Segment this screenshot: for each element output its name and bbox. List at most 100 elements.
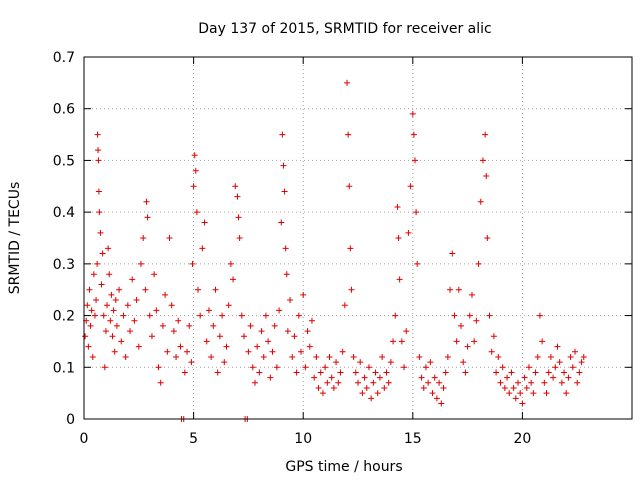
data-point xyxy=(508,369,515,376)
data-point xyxy=(269,348,276,355)
data-point xyxy=(499,364,506,371)
data-point xyxy=(556,359,563,366)
data-point xyxy=(289,353,296,360)
data-point xyxy=(449,250,456,257)
data-point xyxy=(208,353,215,360)
data-point xyxy=(188,359,195,366)
data-point xyxy=(543,390,550,397)
data-point xyxy=(475,260,482,267)
y-tick-label: 0.3 xyxy=(53,257,75,273)
data-point xyxy=(133,297,140,304)
data-point xyxy=(298,348,305,355)
data-point xyxy=(431,374,438,381)
data-point xyxy=(90,271,97,278)
data-point xyxy=(572,348,579,355)
y-tick-label: 0 xyxy=(66,412,75,428)
data-point xyxy=(515,379,522,386)
y-tick-label: 0.5 xyxy=(53,153,75,169)
y-tick-label: 0.7 xyxy=(53,50,75,66)
data-point xyxy=(350,353,357,360)
data-point xyxy=(482,131,489,138)
data-point xyxy=(473,317,480,324)
data-point xyxy=(194,286,201,293)
data-point xyxy=(276,307,283,314)
data-point xyxy=(116,286,123,293)
data-point xyxy=(401,364,408,371)
data-point xyxy=(438,400,445,407)
data-point xyxy=(363,384,370,391)
data-point xyxy=(471,338,478,345)
data-point xyxy=(569,364,576,371)
data-point xyxy=(199,245,206,252)
data-point xyxy=(267,374,274,381)
data-point xyxy=(547,353,554,360)
data-point xyxy=(501,384,508,391)
data-point xyxy=(578,359,585,366)
data-point xyxy=(201,219,208,226)
data-point xyxy=(347,245,354,252)
data-point xyxy=(563,390,570,397)
data-point xyxy=(245,348,252,355)
data-point xyxy=(306,343,313,350)
data-point xyxy=(359,390,366,397)
data-point xyxy=(519,400,526,407)
data-point xyxy=(96,209,103,216)
data-point xyxy=(433,395,440,402)
data-point xyxy=(109,333,116,340)
data-point xyxy=(265,338,272,345)
data-point xyxy=(131,317,138,324)
data-point xyxy=(335,379,342,386)
x-tick-label: 5 xyxy=(189,431,198,447)
data-point xyxy=(118,338,125,345)
plot-frame xyxy=(83,56,633,420)
data-point xyxy=(104,302,111,309)
data-point xyxy=(190,183,197,190)
data-point xyxy=(425,379,432,386)
data-point xyxy=(484,235,491,241)
data-point xyxy=(99,250,106,257)
data-point xyxy=(528,379,535,386)
data-point xyxy=(283,271,290,278)
data-point xyxy=(108,291,115,298)
y-tick-label: 0.1 xyxy=(53,360,75,376)
data-point xyxy=(241,333,248,340)
data-point xyxy=(101,364,108,371)
data-point xyxy=(567,353,574,360)
data-point xyxy=(300,291,307,298)
data-point xyxy=(413,209,420,216)
data-point xyxy=(260,353,267,360)
data-point xyxy=(462,369,469,376)
data-point xyxy=(477,198,484,205)
data-point xyxy=(409,110,416,117)
data-point xyxy=(521,374,528,381)
data-point xyxy=(93,297,100,304)
data-point xyxy=(111,348,118,355)
data-point xyxy=(440,384,447,391)
data-point xyxy=(486,312,493,319)
data-point xyxy=(396,276,403,283)
data-point xyxy=(86,286,93,293)
data-point xyxy=(429,390,436,397)
data-point xyxy=(88,307,95,314)
data-point xyxy=(177,343,184,350)
data-point xyxy=(394,203,401,210)
data-point xyxy=(392,312,399,319)
data-point xyxy=(87,322,94,329)
data-point xyxy=(281,188,288,195)
data-point xyxy=(488,348,495,355)
data-point xyxy=(372,369,379,376)
y-tick-label: 0.2 xyxy=(53,309,75,325)
data-point xyxy=(313,353,320,360)
data-point xyxy=(483,172,490,179)
data-point xyxy=(173,353,180,360)
data-point xyxy=(181,369,188,376)
data-point xyxy=(466,312,473,319)
data-point xyxy=(319,390,326,397)
data-point xyxy=(427,359,434,366)
data-point xyxy=(344,79,351,86)
data-point xyxy=(140,235,147,241)
data-point xyxy=(293,369,300,376)
data-point xyxy=(100,312,107,319)
data-point xyxy=(379,353,386,360)
chart-title: Day 137 of 2015, SRMTID for receiver ali… xyxy=(198,21,491,37)
